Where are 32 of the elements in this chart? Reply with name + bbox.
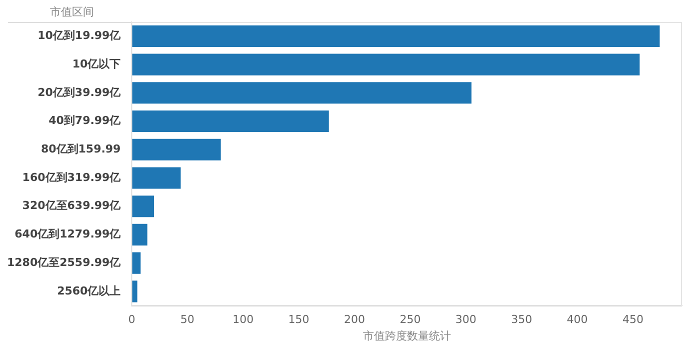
y-tick-label: 40到79.99亿 [48,114,122,128]
y-tick-label: 1280亿至2559.99亿 [7,256,122,269]
x-tick-label: 300 [455,313,476,326]
bar [132,82,472,104]
bar [132,196,154,218]
y-tick-label: 640亿到1279.99亿 [14,228,122,241]
y-tick-label: 10亿到19.99亿 [38,29,122,42]
bar [132,252,141,274]
x-tick-label: 0 [128,313,136,326]
y-tick-label: 2560亿以上 [57,284,121,298]
bar [132,280,138,302]
bar [132,138,221,160]
y-tick-label: 20亿到39.99亿 [38,86,122,99]
x-tick-label: 250 [400,313,421,326]
x-tick-label: 50 [180,313,194,326]
bar [132,25,660,47]
x-tick-label: 200 [344,313,366,326]
y-tick-label: 80亿到159.99 [40,142,121,156]
x-tick-label: 100 [232,313,254,326]
bar [132,110,329,132]
y-axis-title: 市值区间 [50,5,94,18]
x-tick-label: 450 [622,313,644,326]
x-tick-label: 350 [511,313,532,326]
x-tick-label: 400 [566,313,588,326]
y-tick-label: 320亿至639.99亿 [22,199,122,212]
y-tick-label: 10亿以下 [72,57,121,70]
y-tick-label: 160亿到319.99亿 [22,170,122,184]
bar [132,54,640,76]
bar [132,224,148,246]
x-tick-label: 150 [288,313,310,326]
x-axis-title: 市值跨度数量统计 [362,329,451,342]
bar [132,167,181,189]
